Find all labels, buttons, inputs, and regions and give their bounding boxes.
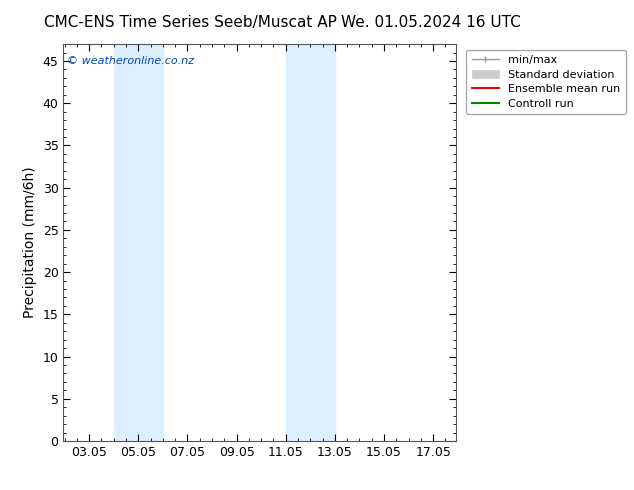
Text: © weatheronline.co.nz: © weatheronline.co.nz <box>67 56 195 66</box>
Text: CMC-ENS Time Series Seeb/Muscat AP: CMC-ENS Time Series Seeb/Muscat AP <box>44 15 337 30</box>
Bar <box>286 44 335 441</box>
Bar <box>113 44 163 441</box>
Legend: min/max, Standard deviation, Ensemble mean run, Controll run: min/max, Standard deviation, Ensemble me… <box>466 49 626 114</box>
Text: We. 01.05.2024 16 UTC: We. 01.05.2024 16 UTC <box>341 15 521 30</box>
Y-axis label: Precipitation (mm/6h): Precipitation (mm/6h) <box>23 167 37 318</box>
